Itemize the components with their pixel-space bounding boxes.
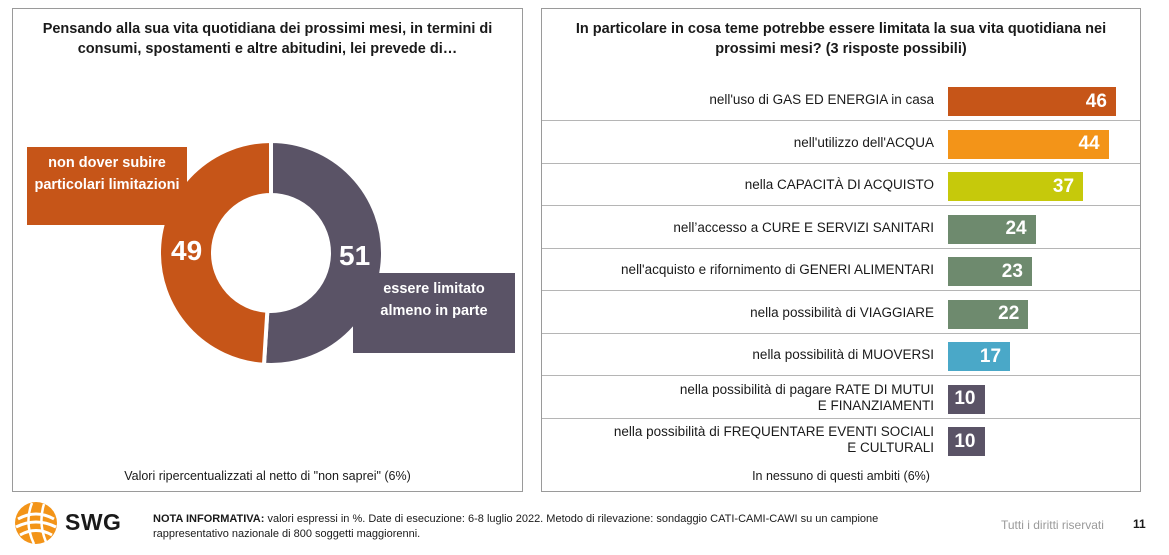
bar-value-label: 10	[954, 388, 976, 409]
bar-value-label: 44	[1078, 133, 1100, 154]
bar: 24	[948, 214, 1036, 244]
logo-text: SWG	[65, 509, 122, 535]
bar: 44	[948, 129, 1109, 159]
bar-label: nell’accesso a CURE E SERVIZI SANITARI	[554, 207, 934, 249]
bar-row: nell'uso di GAS ED ENERGIA in casa 46	[542, 79, 1140, 121]
bar-label-line: nella CAPACITÀ DI ACQUISTO	[744, 177, 934, 192]
bar-label-line: nella possibilità di pagare RATE DI MUTU…	[679, 381, 934, 397]
footer-note: NOTA INFORMATIVA: valori espressi in %. …	[153, 512, 983, 542]
bar-label: nell'acquisto e rifornimento di GENERI A…	[554, 249, 934, 291]
bar-label-line: nell'uso di GAS ED ENERGIA in casa	[709, 92, 934, 107]
bar-label: nella CAPACITÀ DI ACQUISTO	[554, 164, 934, 206]
bar: 23	[948, 257, 1032, 286]
bar-label-line: nell’accesso a CURE E SERVIZI SANITARI	[673, 219, 934, 235]
right-panel-note: In nessuno di questi ambiti (6%)	[752, 469, 930, 483]
donut-value-no-limitation: 49	[171, 235, 203, 266]
footer-note-line2: rappresentativo nazionale di 800 soggett…	[153, 528, 421, 540]
footer-note-label: NOTA INFORMATIVA:	[153, 513, 265, 525]
bar-value-label: 10	[954, 430, 976, 452]
bar: 10	[948, 384, 985, 414]
bar-label: nella possibilità di pagare RATE DI MUTU…	[554, 377, 934, 419]
bar-label: nell'uso di GAS ED ENERGIA in casa	[554, 79, 934, 121]
bar-label-line: nella possibilità di FREQUENTARE EVENTI …	[613, 424, 934, 439]
bar-label-line: nella possibilità di VIAGGIARE	[750, 304, 934, 320]
page-number: 11	[1133, 517, 1146, 531]
bar-row: nell'utilizzo dell'ACQUA 44	[542, 122, 1140, 164]
bar-row: nella possibilità di FREQUENTARE EVENTI …	[542, 419, 1140, 461]
left-panel-note: Valori ripercentualizzati al netto di "n…	[124, 469, 411, 483]
bar-value-label: 23	[1001, 260, 1023, 282]
bar-value-label: 37	[1052, 175, 1075, 197]
bar-label-line: nell'utilizzo dell'ACQUA	[793, 134, 934, 150]
bar: 22	[948, 299, 1029, 329]
bar: 17	[948, 342, 1011, 371]
bar-row: nella CAPACITÀ DI ACQUISTO 37	[542, 164, 1140, 206]
bar-row: nella possibilità di MUOVERSI 17	[542, 334, 1140, 376]
bar-label-line: nella possibilità di MUOVERSI	[752, 347, 934, 362]
right-panel: In particolare in cosa teme potrebbe ess…	[541, 8, 1141, 492]
bar-label-line: E FINANZIAMENTI	[817, 397, 934, 413]
bar: 37	[948, 172, 1084, 201]
callout-no-limitation: non dover subire particolari limitazioni	[27, 147, 187, 225]
footer-note-line1: valori espressi in %. Date di esecuzione…	[264, 513, 879, 525]
bar-value-label: 46	[1085, 90, 1107, 112]
bar-label: nella possibilità di MUOVERSI	[554, 334, 934, 376]
bar: 10	[948, 427, 985, 456]
donut-chart	[157, 138, 385, 367]
bar-label: nell'utilizzo dell'ACQUA	[554, 122, 934, 164]
bar-label-line: E CULTURALI	[847, 440, 934, 455]
bar-value-label: 22	[998, 303, 1020, 324]
bar-row: nell’accesso a CURE E SERVIZI SANITARI 24	[542, 207, 1140, 249]
bar-value-label: 24	[1005, 218, 1027, 239]
rights-text: Tutti i diritti riservati	[1001, 518, 1104, 532]
donut-slice-1	[157, 138, 273, 367]
bar-row: nella possibilità di pagare RATE DI MUTU…	[542, 377, 1140, 419]
swg-logo-icon	[15, 502, 57, 545]
footer: SWG NOTA INFORMATIVA: valori espressi in…	[0, 495, 1169, 555]
right-panel-title: In particolare in cosa teme potrebbe ess…	[575, 21, 1107, 57]
left-panel: Pensando alla sua vita quotidiana dei pr…	[12, 8, 523, 492]
donut-value-limited: 51	[339, 240, 371, 271]
bar-row: nella possibilità di VIAGGIARE 22	[542, 292, 1140, 334]
bar-value-label: 17	[979, 345, 1002, 367]
bar-label: nella possibilità di VIAGGIARE	[554, 292, 934, 334]
bar: 46	[948, 87, 1116, 116]
bar-row: nell'acquisto e rifornimento di GENERI A…	[542, 249, 1140, 291]
bar-label: nella possibilità di FREQUENTARE EVENTI …	[554, 419, 934, 461]
callout-limited: essere limitato almeno in parte	[353, 273, 515, 353]
left-panel-title: Pensando alla sua vita quotidiana dei pr…	[42, 21, 493, 57]
bar-label-line: nell'acquisto e rifornimento di GENERI A…	[621, 262, 934, 277]
